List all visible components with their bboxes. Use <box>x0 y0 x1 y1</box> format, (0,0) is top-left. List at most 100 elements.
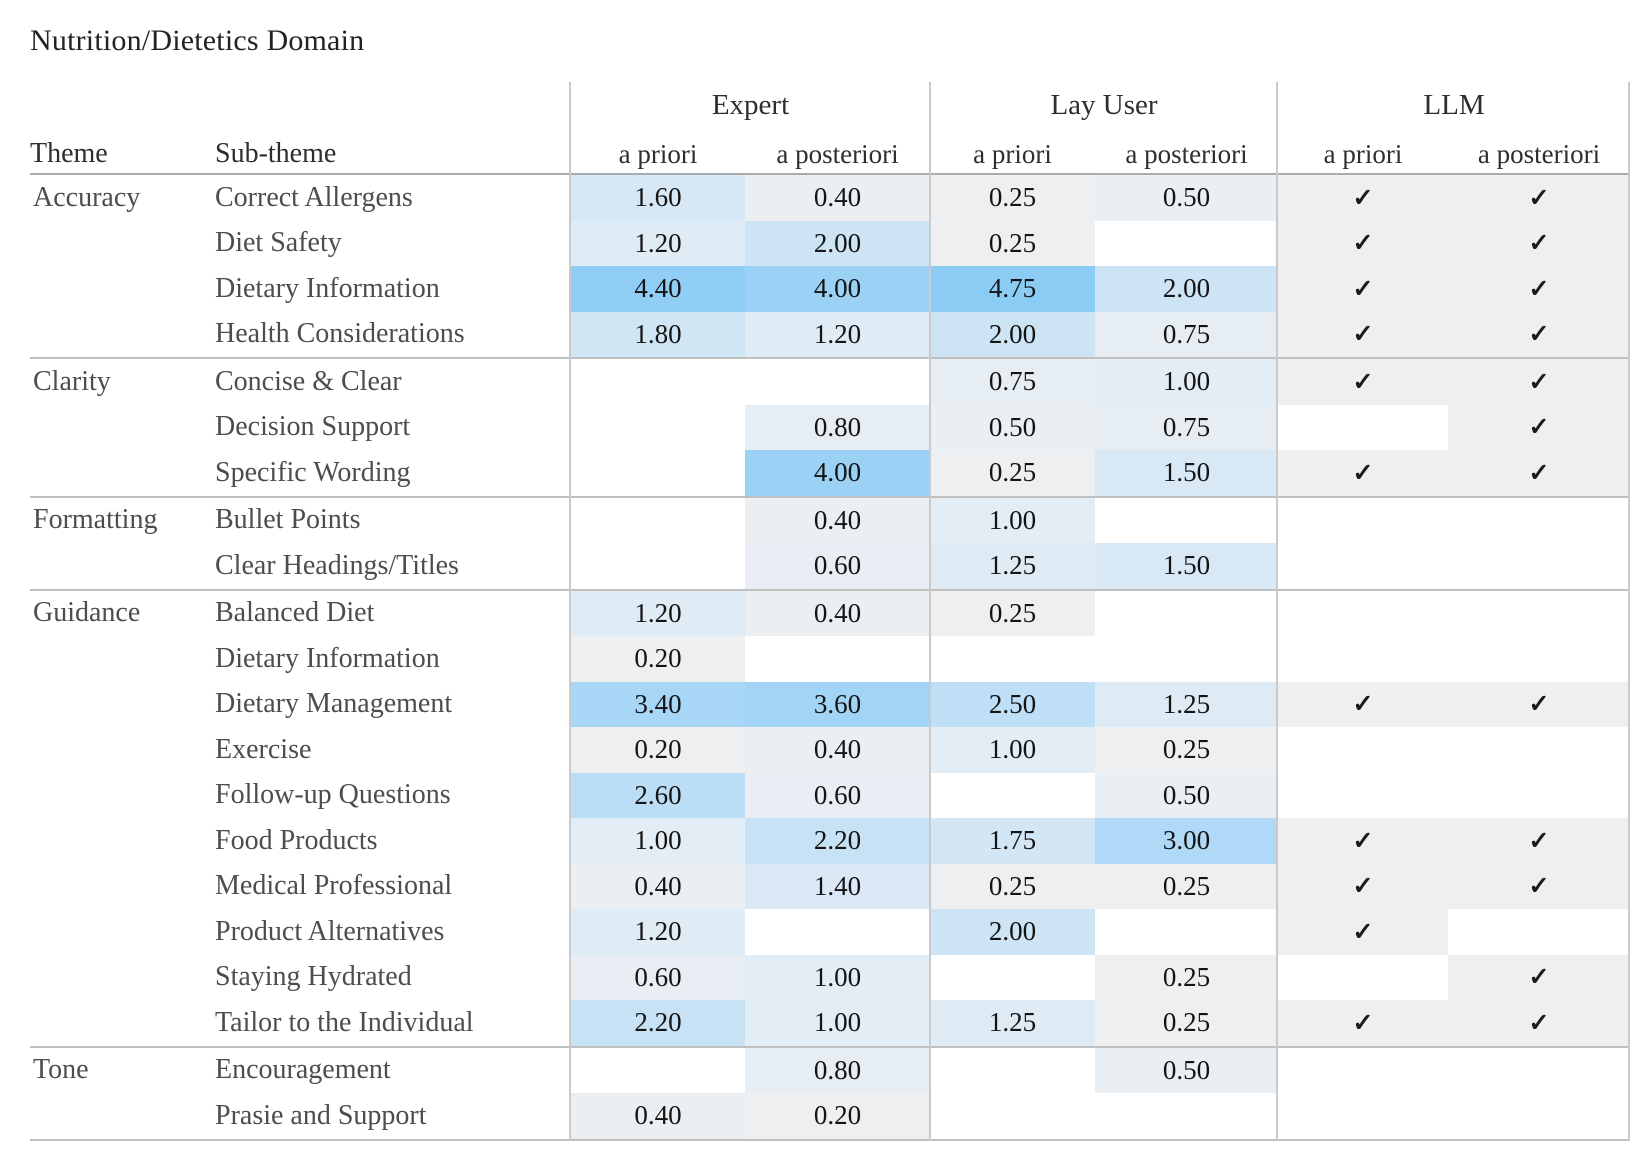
rule-right-edge <box>1628 82 1630 1141</box>
llm-check-cell: ✓ <box>1278 175 1448 221</box>
theme-label: Clarity <box>33 365 111 397</box>
subtheme-label: Clear Headings/Titles <box>215 549 459 581</box>
value-cell: 0.25 <box>1095 954 1278 1000</box>
value-cell: 3.00 <box>1095 818 1278 864</box>
llm-empty-cell <box>1278 727 1448 773</box>
theme-label: Tone <box>33 1054 89 1086</box>
subtheme-label: Follow-up Questions <box>215 779 451 811</box>
subtheme-label: Exercise <box>215 733 312 765</box>
header-underline <box>30 173 1630 175</box>
value-cell <box>930 954 1095 1000</box>
table-row: Product Alternatives 1.20 2.00 ✓ <box>30 909 1630 955</box>
llm-empty-cell <box>1278 636 1448 682</box>
rule-subtheme-expert <box>569 82 571 1141</box>
llm-empty-cell <box>1278 1093 1448 1139</box>
llm-check-cell: ✓ <box>1448 863 1630 909</box>
table-row: Dietary Management 3.40 3.60 2.50 1.25 ✓ ✓ <box>30 681 1630 728</box>
value-cell: 0.25 <box>930 450 1095 496</box>
value-cell: 0.60 <box>745 543 930 589</box>
value-cell: 1.00 <box>1095 359 1278 405</box>
llm-check-cell: ✓ <box>1448 954 1630 1000</box>
llm-check-cell: ✓ <box>1448 681 1630 727</box>
llm-check-cell: ✓ <box>1278 863 1448 909</box>
subtheme-label: Diet Safety <box>215 227 342 259</box>
value-cell: 1.40 <box>745 863 930 909</box>
value-cell <box>930 636 1095 682</box>
value-cell: 0.50 <box>1095 1047 1278 1093</box>
subtheme-label: Medical Professional <box>215 870 453 902</box>
value-cell: 0.25 <box>930 220 1095 266</box>
value-cell: 2.20 <box>745 818 930 864</box>
table-row: Dietary Information 0.20 <box>30 636 1630 682</box>
table-row: Prasie and Support 0.40 0.20 <box>30 1093 1630 1139</box>
rule-lay-llm <box>1276 82 1278 1141</box>
value-cell: 0.25 <box>930 863 1095 909</box>
value-cell: 1.00 <box>571 818 745 864</box>
value-cell: 0.40 <box>571 1093 745 1139</box>
value-cell: 4.75 <box>930 266 1095 312</box>
theme-group: Accuracy Correct Allergens 1.60 0.40 0.25 0.5… <box>30 175 1630 357</box>
theme-label <box>30 543 215 589</box>
theme-label: Formatting <box>33 504 158 536</box>
llm-check-cell: ✓ <box>1448 359 1630 405</box>
value-cell: 1.20 <box>571 909 745 955</box>
theme-label <box>30 955 215 1001</box>
theme-label <box>30 682 215 728</box>
table-row: Tailor to the Individual 2.20 1.00 1.25 0.25… <box>30 1000 1630 1046</box>
subtheme-label: Dietary Management <box>215 688 453 720</box>
llm-check-cell: ✓ <box>1278 450 1448 496</box>
value-cell <box>745 636 930 682</box>
theme-label <box>30 909 215 955</box>
value-cell: 2.60 <box>571 772 745 818</box>
value-cell: 2.20 <box>571 1000 745 1046</box>
llm-empty-cell <box>1278 954 1448 1000</box>
value-cell <box>571 543 745 589</box>
llm-check-cell: ✓ <box>1278 266 1448 312</box>
llm-check-cell: ✓ <box>1278 909 1448 955</box>
value-cell: 1.00 <box>745 954 930 1000</box>
column-header-lay-a-posteriori: a posteriori <box>1125 139 1248 169</box>
table-row: Clarity Concise & Clear 0.75 1.00 ✓ ✓ <box>30 359 1630 405</box>
value-cell <box>745 359 930 405</box>
theme-label <box>30 773 215 819</box>
llm-check-cell: ✓ <box>1448 175 1630 221</box>
subtheme-label: Dietary Information <box>215 642 440 674</box>
llm-empty-cell <box>1448 772 1630 818</box>
theme-label <box>30 312 215 358</box>
value-cell <box>571 404 745 450</box>
value-cell: 0.40 <box>745 497 930 543</box>
value-cell: 0.75 <box>930 359 1095 405</box>
value-cell: 0.25 <box>1095 727 1278 773</box>
value-cell: 0.40 <box>571 863 745 909</box>
table-bottom-border <box>30 1138 1630 1141</box>
subtheme-label: Staying Hydrated <box>215 961 412 993</box>
table-row: Decision Support 0.80 0.50 0.75 ✓ <box>30 404 1630 450</box>
theme-label: Accuracy <box>33 181 141 213</box>
table-body: Accuracy Correct Allergens 1.60 0.40 0.25 0.5… <box>30 175 1630 1139</box>
llm-check-cell: ✓ <box>1448 450 1630 496</box>
value-cell: 1.20 <box>571 220 745 266</box>
table-row: Follow-up Questions 2.60 0.60 0.50 <box>30 772 1630 819</box>
table-row: Clear Headings/Titles 0.60 1.25 1.50 <box>30 543 1630 589</box>
theme-group: Clarity Concise & Clear 0.75 1.00 ✓ ✓ Decision… <box>30 357 1630 496</box>
value-cell: 0.50 <box>1095 772 1278 818</box>
llm-check-cell: ✓ <box>1448 1000 1630 1046</box>
value-cell: 0.40 <box>745 175 930 221</box>
subtheme-label: Specific Wording <box>215 456 411 488</box>
table-row: Formatting Bullet Points 0.40 1.00 <box>30 497 1630 543</box>
value-cell: 1.00 <box>930 727 1095 773</box>
subtheme-label: Tailor to the Individual <box>215 1006 474 1038</box>
llm-empty-cell <box>1448 497 1630 543</box>
table-row: Guidance Balanced Diet 1.20 0.40 0.25 <box>30 590 1630 636</box>
value-cell: 0.20 <box>571 727 745 773</box>
value-cell <box>571 497 745 543</box>
subtheme-label: Food Products <box>215 824 378 856</box>
header-spacer <box>215 82 571 128</box>
value-cell: 0.75 <box>1095 311 1278 357</box>
theme-label <box>30 864 215 910</box>
value-cell: 4.40 <box>571 266 745 312</box>
value-cell: 3.40 <box>571 681 745 727</box>
llm-check-cell: ✓ <box>1278 359 1448 405</box>
subtheme-label: Bullet Points <box>215 504 361 536</box>
